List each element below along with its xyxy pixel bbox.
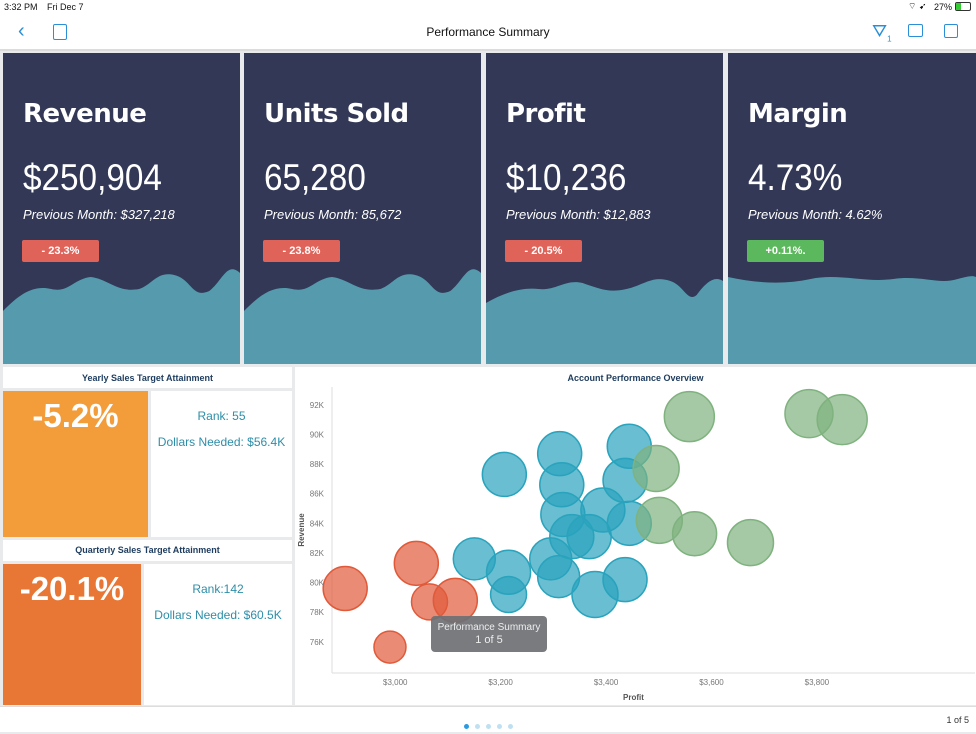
- kpi-value: $10,236: [506, 157, 627, 198]
- x-tick-label: $3,600: [699, 678, 724, 687]
- tooltip-page: 1 of 5: [475, 634, 503, 646]
- x-tick-label: $3,000: [383, 678, 408, 687]
- bubble: [373, 630, 407, 664]
- quarterly-value: -20.1%: [19, 570, 125, 607]
- y-tick-label: 86K: [310, 490, 325, 499]
- x-tick-label: $3,800: [805, 678, 830, 687]
- page-dot[interactable]: [464, 724, 469, 729]
- battery-icon: [955, 2, 971, 11]
- quarterly-value-tile: -20.1%: [3, 564, 141, 705]
- back-chevron-icon[interactable]: ‹: [18, 20, 25, 42]
- kpi-previous: Previous Month: 4.62%: [748, 207, 883, 222]
- kpi-value: 4.73%: [748, 157, 843, 198]
- wifi-icon: ⌔ ➹: [908, 1, 927, 11]
- kpi-card-profit[interactable]: Profit $10,236 Previous Month: $12,883 -…: [486, 53, 723, 364]
- bubble: [481, 451, 528, 498]
- y-axis-label: Revenue: [297, 513, 306, 547]
- kpi-change-badge: - 23.3%: [22, 240, 99, 262]
- y-tick-label: 84K: [310, 519, 325, 528]
- bubble: [393, 540, 440, 587]
- kpi-previous: Previous Month: $12,883: [506, 207, 651, 222]
- page-count: 1 of 5: [946, 715, 969, 725]
- y-tick-label: 92K: [310, 401, 325, 410]
- y-tick-label: 76K: [310, 638, 325, 647]
- share-icon[interactable]: [944, 24, 958, 38]
- y-tick-label: 90K: [310, 430, 325, 439]
- page-tooltip: Performance Summary 1 of 5: [431, 616, 547, 652]
- y-tick-label: 88K: [310, 460, 325, 469]
- tooltip-title: Performance Summary: [437, 622, 541, 633]
- footer: 1 of 5: [0, 706, 976, 732]
- yearly-info: Rank: 55 Dollars Needed: $56.4K: [151, 391, 292, 537]
- y-tick-label: 78K: [310, 608, 325, 617]
- page-dot[interactable]: [508, 724, 513, 729]
- trend-area: [486, 278, 723, 364]
- kpi-previous: Previous Month: $327,218: [23, 207, 175, 222]
- quarterly-info: Rank:142 Dollars Needed: $60.5K: [144, 564, 292, 705]
- list-icon[interactable]: [53, 24, 67, 40]
- filter-count: 1: [887, 34, 892, 44]
- yearly-title: Yearly Sales Target Attainment: [81, 373, 214, 383]
- kpi-previous: Previous Month: 85,672: [264, 207, 402, 222]
- yearly-header: Yearly Sales Target Attainment: [3, 367, 292, 388]
- filter-icon[interactable]: ⛛1: [872, 21, 892, 44]
- trend-area: [728, 276, 976, 364]
- quarterly-rank: Rank:142: [192, 582, 244, 596]
- chart-title: Account Performance Overview: [567, 373, 704, 383]
- kpi-change-badge: +0.11%.: [747, 240, 824, 262]
- bubble: [726, 518, 775, 567]
- kpi-card-margin[interactable]: Margin 4.73% Previous Month: 4.62% +0.11…: [728, 53, 976, 364]
- yearly-rank: Rank: 55: [197, 409, 246, 423]
- bubble: [602, 556, 648, 603]
- page-dot[interactable]: [475, 724, 480, 729]
- bubble: [489, 575, 528, 614]
- kpi-value: 65,280: [264, 157, 366, 198]
- x-axis-label: Profit: [623, 693, 644, 702]
- trend-area: [244, 269, 481, 364]
- status-date: Fri Dec 7: [47, 2, 84, 12]
- battery-percent: 27%: [934, 2, 953, 12]
- kpi-title: Profit: [506, 99, 586, 129]
- y-tick-label: 80K: [310, 579, 325, 588]
- kpi-card-units-sold[interactable]: Units Sold 65,280 Previous Month: 85,672…: [244, 53, 481, 364]
- yearly-value: -5.2%: [32, 397, 119, 434]
- status-time: 3:32 PM: [4, 2, 38, 12]
- yearly-value-tile: -5.2%: [3, 391, 148, 537]
- status-bar: 3:32 PM Fri Dec 7 ⌔ ➹ 27%: [0, 0, 976, 14]
- kpi-change-badge: - 23.8%: [263, 240, 340, 262]
- kpi-value: $250,904: [23, 157, 162, 198]
- yearly-dollars-needed: Dollars Needed: $56.4K: [157, 435, 286, 449]
- kpi-change-badge: - 20.5%: [505, 240, 582, 262]
- nav-bar: ‹ Performance Summary ⛛1: [0, 14, 976, 51]
- kpi-title: Margin: [748, 99, 848, 129]
- bubble: [816, 393, 868, 446]
- y-tick-label: 82K: [310, 549, 325, 558]
- quarterly-title: Quarterly Sales Target Attainment: [75, 545, 220, 555]
- kpi-title: Units Sold: [264, 99, 409, 129]
- page-title: Performance Summary: [426, 25, 550, 39]
- bubble: [632, 444, 680, 493]
- trend-area: [3, 269, 240, 364]
- bubble: [663, 390, 716, 443]
- x-tick-label: $3,400: [594, 678, 619, 687]
- page-dot[interactable]: [497, 724, 502, 729]
- kpi-card-revenue[interactable]: Revenue $250,904 Previous Month: $327,21…: [3, 53, 240, 364]
- scatter-plot[interactable]: 76K 78K 80K 82K 84K 86K 88K 90K 92K $3,000 $3,200 $…: [295, 367, 976, 705]
- bubble: [322, 565, 368, 612]
- account-performance-chart: Account Performance Overview 76K 78K 80K 82…: [295, 367, 976, 705]
- x-tick-label: $3,200: [488, 678, 513, 687]
- bubble: [671, 510, 718, 557]
- page-indicator[interactable]: [461, 716, 516, 734]
- comment-icon[interactable]: [908, 24, 923, 37]
- quarterly-header: Quarterly Sales Target Attainment: [3, 540, 292, 561]
- page-dot[interactable]: [486, 724, 491, 729]
- kpi-title: Revenue: [23, 99, 147, 129]
- quarterly-dollars-needed: Dollars Needed: $60.5K: [154, 608, 282, 622]
